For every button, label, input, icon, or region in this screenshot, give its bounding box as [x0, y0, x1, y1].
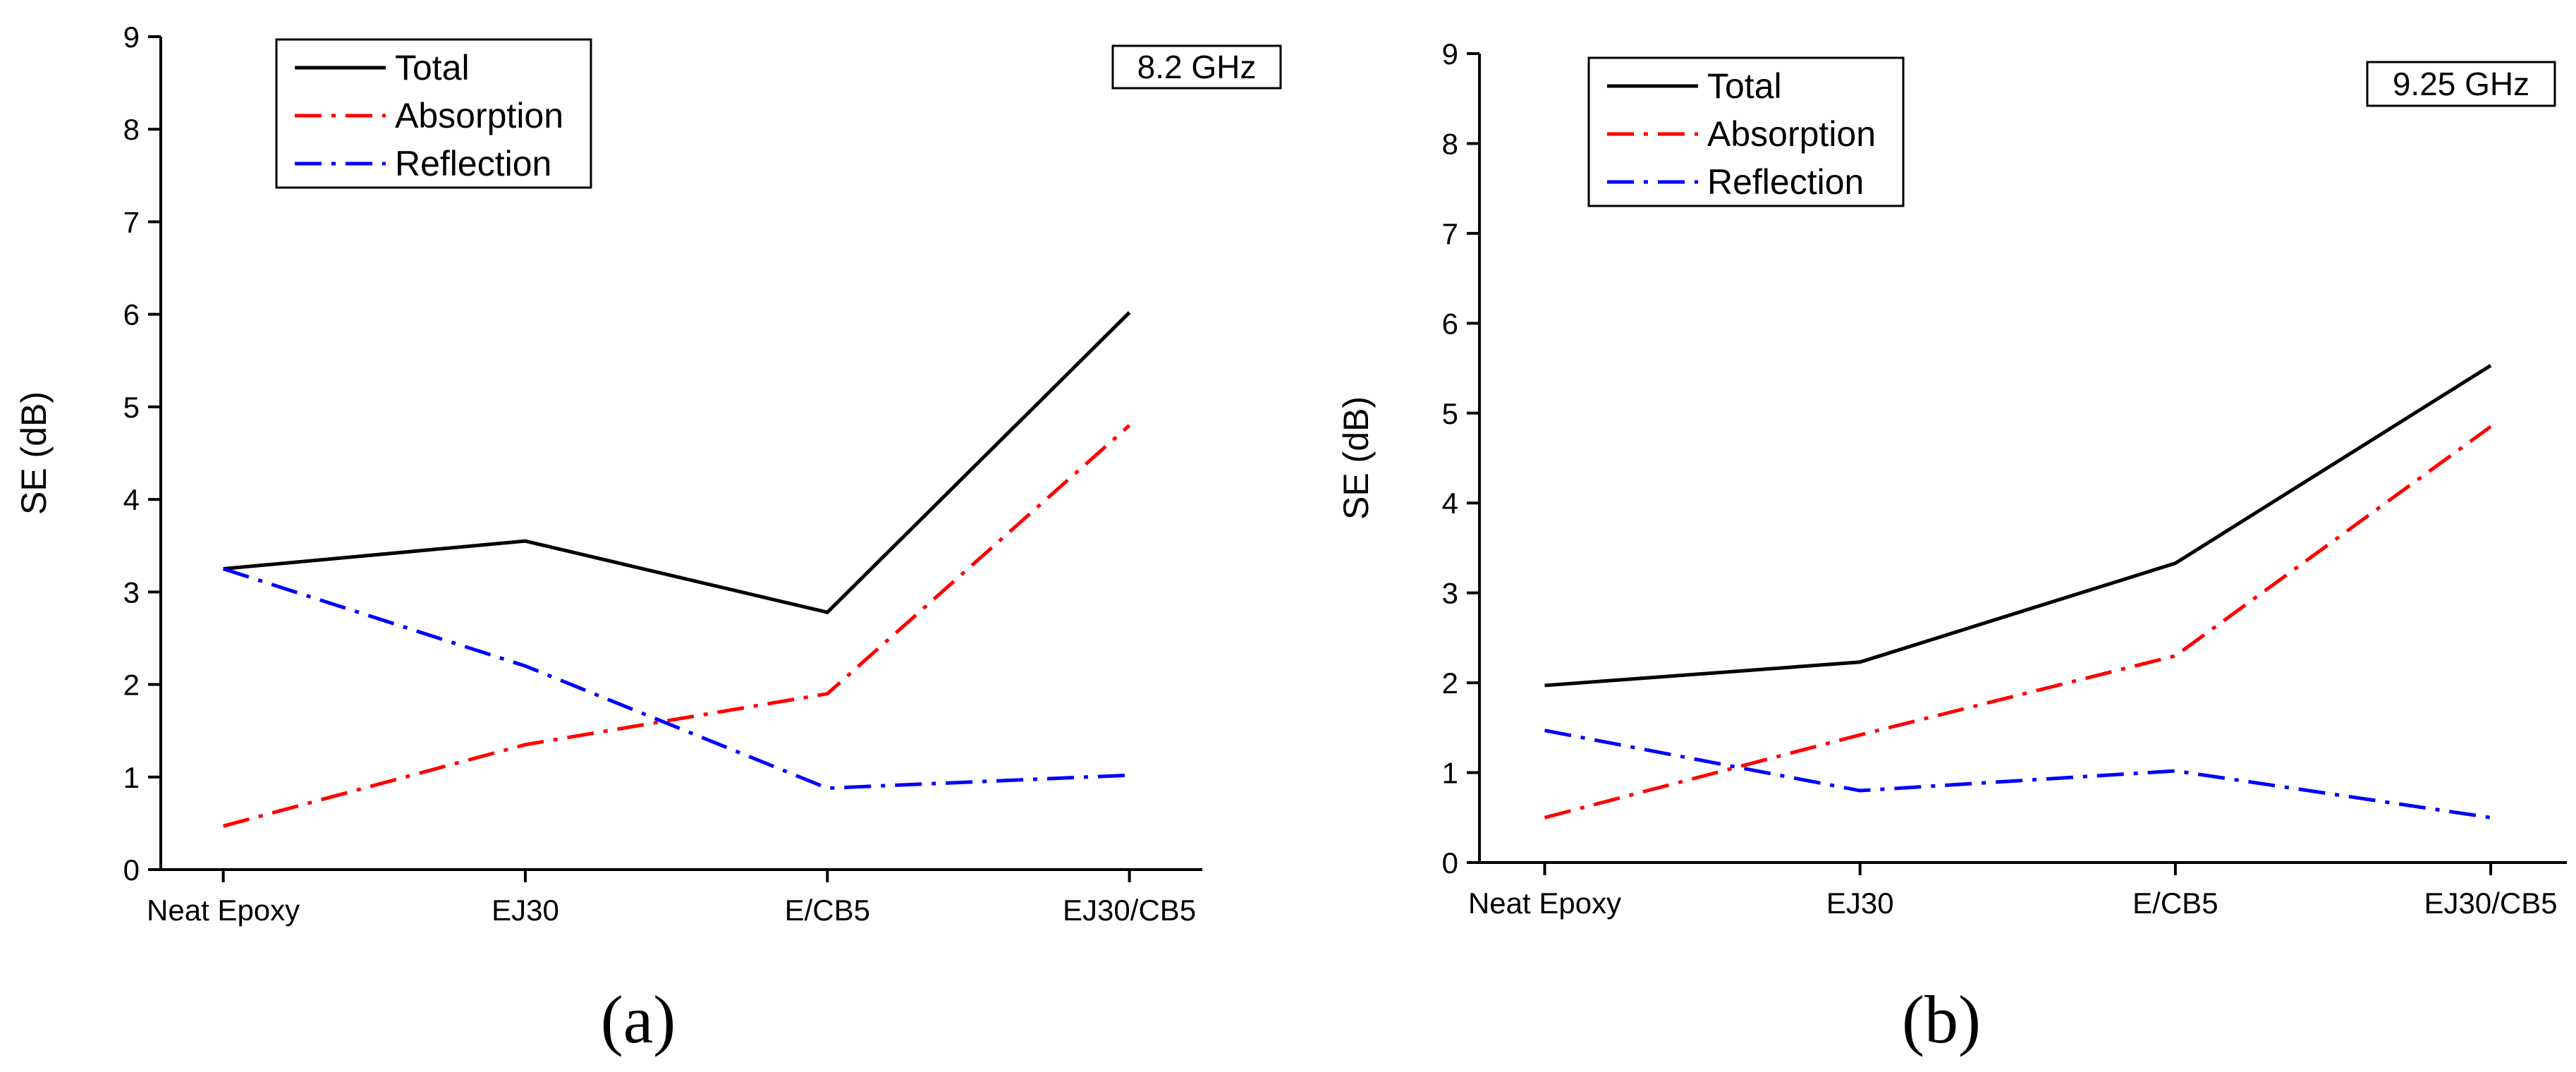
series-line-absorption [1544, 425, 2492, 820]
y-tick-label: 1 [123, 761, 140, 794]
y-tick-label: 8 [123, 113, 140, 146]
y-tick-label: 7 [123, 205, 140, 238]
chart-panel-1: 0 1 2 3 4 5 6 7 8 9 Neat Epoxy EJ30 E/CB5 EJ30/CB5 SE … [14, 20, 1282, 1057]
frequency-label: 8.2 GHz [1137, 49, 1257, 85]
x-tick-label: E/CB5 [2132, 887, 2218, 920]
frequency-box [2366, 61, 2556, 107]
y-tick-label: 9 [123, 20, 140, 54]
legend-label-absorption: Absorption [395, 96, 563, 135]
legend-box [275, 38, 592, 189]
y-tick-label: 2 [1442, 666, 1458, 700]
y-tick-label: 5 [1442, 397, 1458, 430]
legend-label-absorption: Absorption [1707, 114, 1876, 154]
y-tick-label: 6 [1442, 307, 1458, 340]
legend-label-total: Total [1707, 66, 1782, 106]
x-tick-label: EJ30 [1826, 887, 1894, 920]
legend: Total Absorption Reflection [275, 38, 592, 189]
series-line-reflection [222, 567, 1130, 791]
series-line-absorption [222, 424, 1131, 828]
panel-label: (b) [1902, 982, 1981, 1057]
y-axis-title: SE (dB) [1336, 396, 1376, 520]
y-tick-label: 7 [1442, 217, 1458, 250]
legend-label-reflection: Reflection [395, 144, 551, 183]
y-tick-label: 9 [1442, 37, 1458, 71]
panel-label: (a) [601, 982, 676, 1057]
series-line-total [1544, 364, 2492, 688]
legend-box [1587, 56, 1905, 207]
y-tick-label: 8 [1442, 127, 1458, 160]
y-tick-label: 0 [123, 853, 140, 887]
x-tick-label: E/CB5 [785, 894, 870, 927]
y-tick-label: 3 [123, 575, 140, 609]
x-tick-label: EJ30 [492, 894, 559, 927]
y-axis-title: SE (dB) [14, 391, 54, 515]
y-tick-label: 2 [123, 669, 140, 702]
legend-label-reflection: Reflection [1707, 162, 1864, 202]
y-tick-label: 0 [1442, 846, 1458, 879]
series-line-reflection [1544, 729, 2491, 820]
frequency-box [1111, 44, 1282, 90]
chart-panel-2: 0 1 2 3 4 5 6 7 8 9 Neat Epoxy EJ30 E/CB5 EJ30/CB5 SE … [1336, 37, 2567, 1057]
series-line-total [223, 311, 1131, 614]
y-tick-label: 1 [1442, 757, 1458, 790]
legend-label-total: Total [395, 48, 470, 87]
frequency-label: 9.25 GHz [2393, 66, 2529, 102]
y-tick-label: 4 [123, 483, 140, 516]
x-tick-label: Neat Epoxy [1468, 887, 1621, 920]
x-tick-label: EJ30/CB5 [1063, 894, 1196, 927]
y-tick-label: 5 [123, 391, 140, 424]
legend: Total Absorption Reflection [1587, 56, 1905, 207]
x-tick-label: Neat Epoxy [147, 894, 300, 927]
x-tick-label: EJ30/CB5 [2424, 887, 2558, 920]
y-tick-label: 6 [123, 298, 140, 331]
y-tick-label: 3 [1442, 577, 1458, 610]
y-tick-label: 4 [1442, 487, 1458, 520]
